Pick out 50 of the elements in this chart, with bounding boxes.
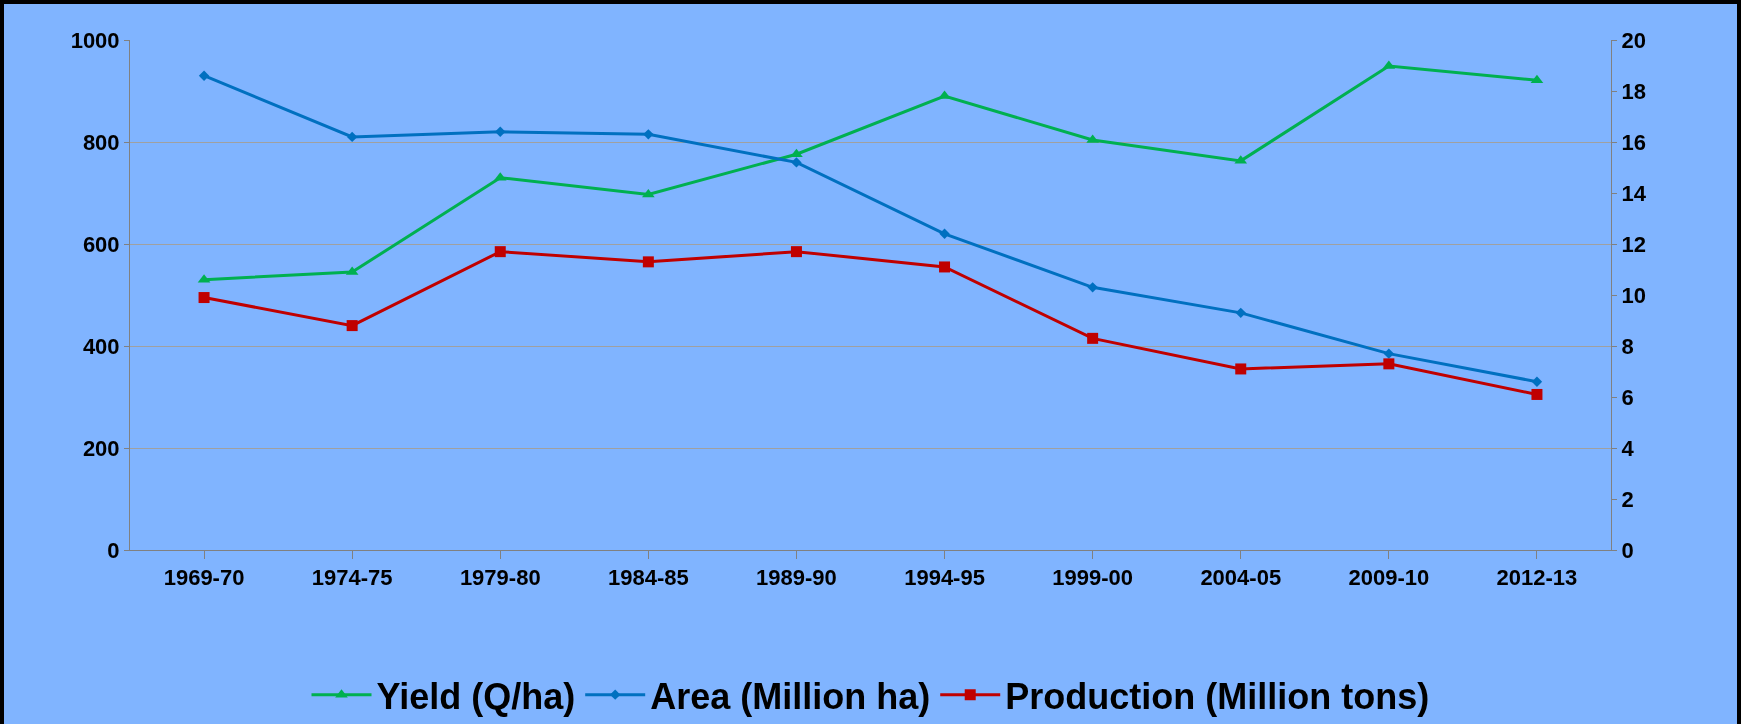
point — [791, 157, 802, 168]
point — [1087, 332, 1099, 344]
point — [346, 320, 358, 332]
x-tick-label: 1979-80 — [459, 565, 541, 591]
y2-tick-label: 8 — [1621, 333, 1634, 359]
point — [1087, 282, 1098, 293]
point — [642, 256, 654, 268]
y-tick-label: 0 — [107, 537, 120, 563]
x-tick-label: 2009-10 — [1348, 565, 1430, 591]
point — [643, 129, 654, 140]
x-tick-label: 1984-85 — [607, 565, 689, 591]
x-tick-label: 2004-05 — [1200, 565, 1282, 591]
point — [1531, 376, 1543, 387]
legend-label: Yield (Q/ha) — [376, 675, 576, 717]
y2-tick-label: 10 — [1621, 282, 1646, 308]
point — [1383, 358, 1395, 370]
point — [1530, 74, 1544, 84]
x-tick-label: 1974-75 — [311, 565, 393, 591]
y2-tick-label: 6 — [1621, 384, 1634, 410]
point — [939, 261, 951, 273]
point — [1383, 348, 1395, 359]
point — [939, 228, 950, 239]
y2-tick-label: 12 — [1621, 231, 1646, 257]
point — [1235, 363, 1247, 375]
x-tick-label: 2012-13 — [1496, 565, 1578, 591]
point — [1531, 388, 1543, 400]
point — [790, 246, 802, 258]
y2-tick-label: 20 — [1621, 27, 1646, 53]
point — [494, 246, 506, 258]
point — [198, 70, 210, 81]
y2-tick-label: 0 — [1621, 537, 1634, 563]
y2-tick-label: 4 — [1621, 435, 1635, 461]
point — [1235, 307, 1246, 319]
y-tick-label: 800 — [82, 129, 120, 155]
y-tick-label: 1000 — [70, 27, 120, 53]
y2-tick-label: 14 — [1621, 180, 1647, 206]
y-tick-label: 400 — [82, 333, 120, 359]
x-tick-label: 1994-95 — [904, 565, 985, 591]
point — [495, 126, 506, 137]
y-tick-label: 600 — [82, 231, 120, 257]
y2-tick-label: 16 — [1621, 129, 1646, 155]
x-tick-label: 1969-70 — [163, 565, 245, 591]
legend-label: Area (Million ha) — [650, 675, 931, 717]
x-tick-label: 1989-90 — [756, 565, 837, 591]
y2-tick-label: 2 — [1621, 486, 1634, 512]
y-tick-label: 200 — [82, 435, 120, 461]
point — [198, 292, 210, 304]
x-tick-label: 1999-00 — [1052, 565, 1134, 591]
legend-label: Production (Million tons) — [1005, 675, 1430, 717]
y2-tick-label: 18 — [1621, 78, 1646, 104]
